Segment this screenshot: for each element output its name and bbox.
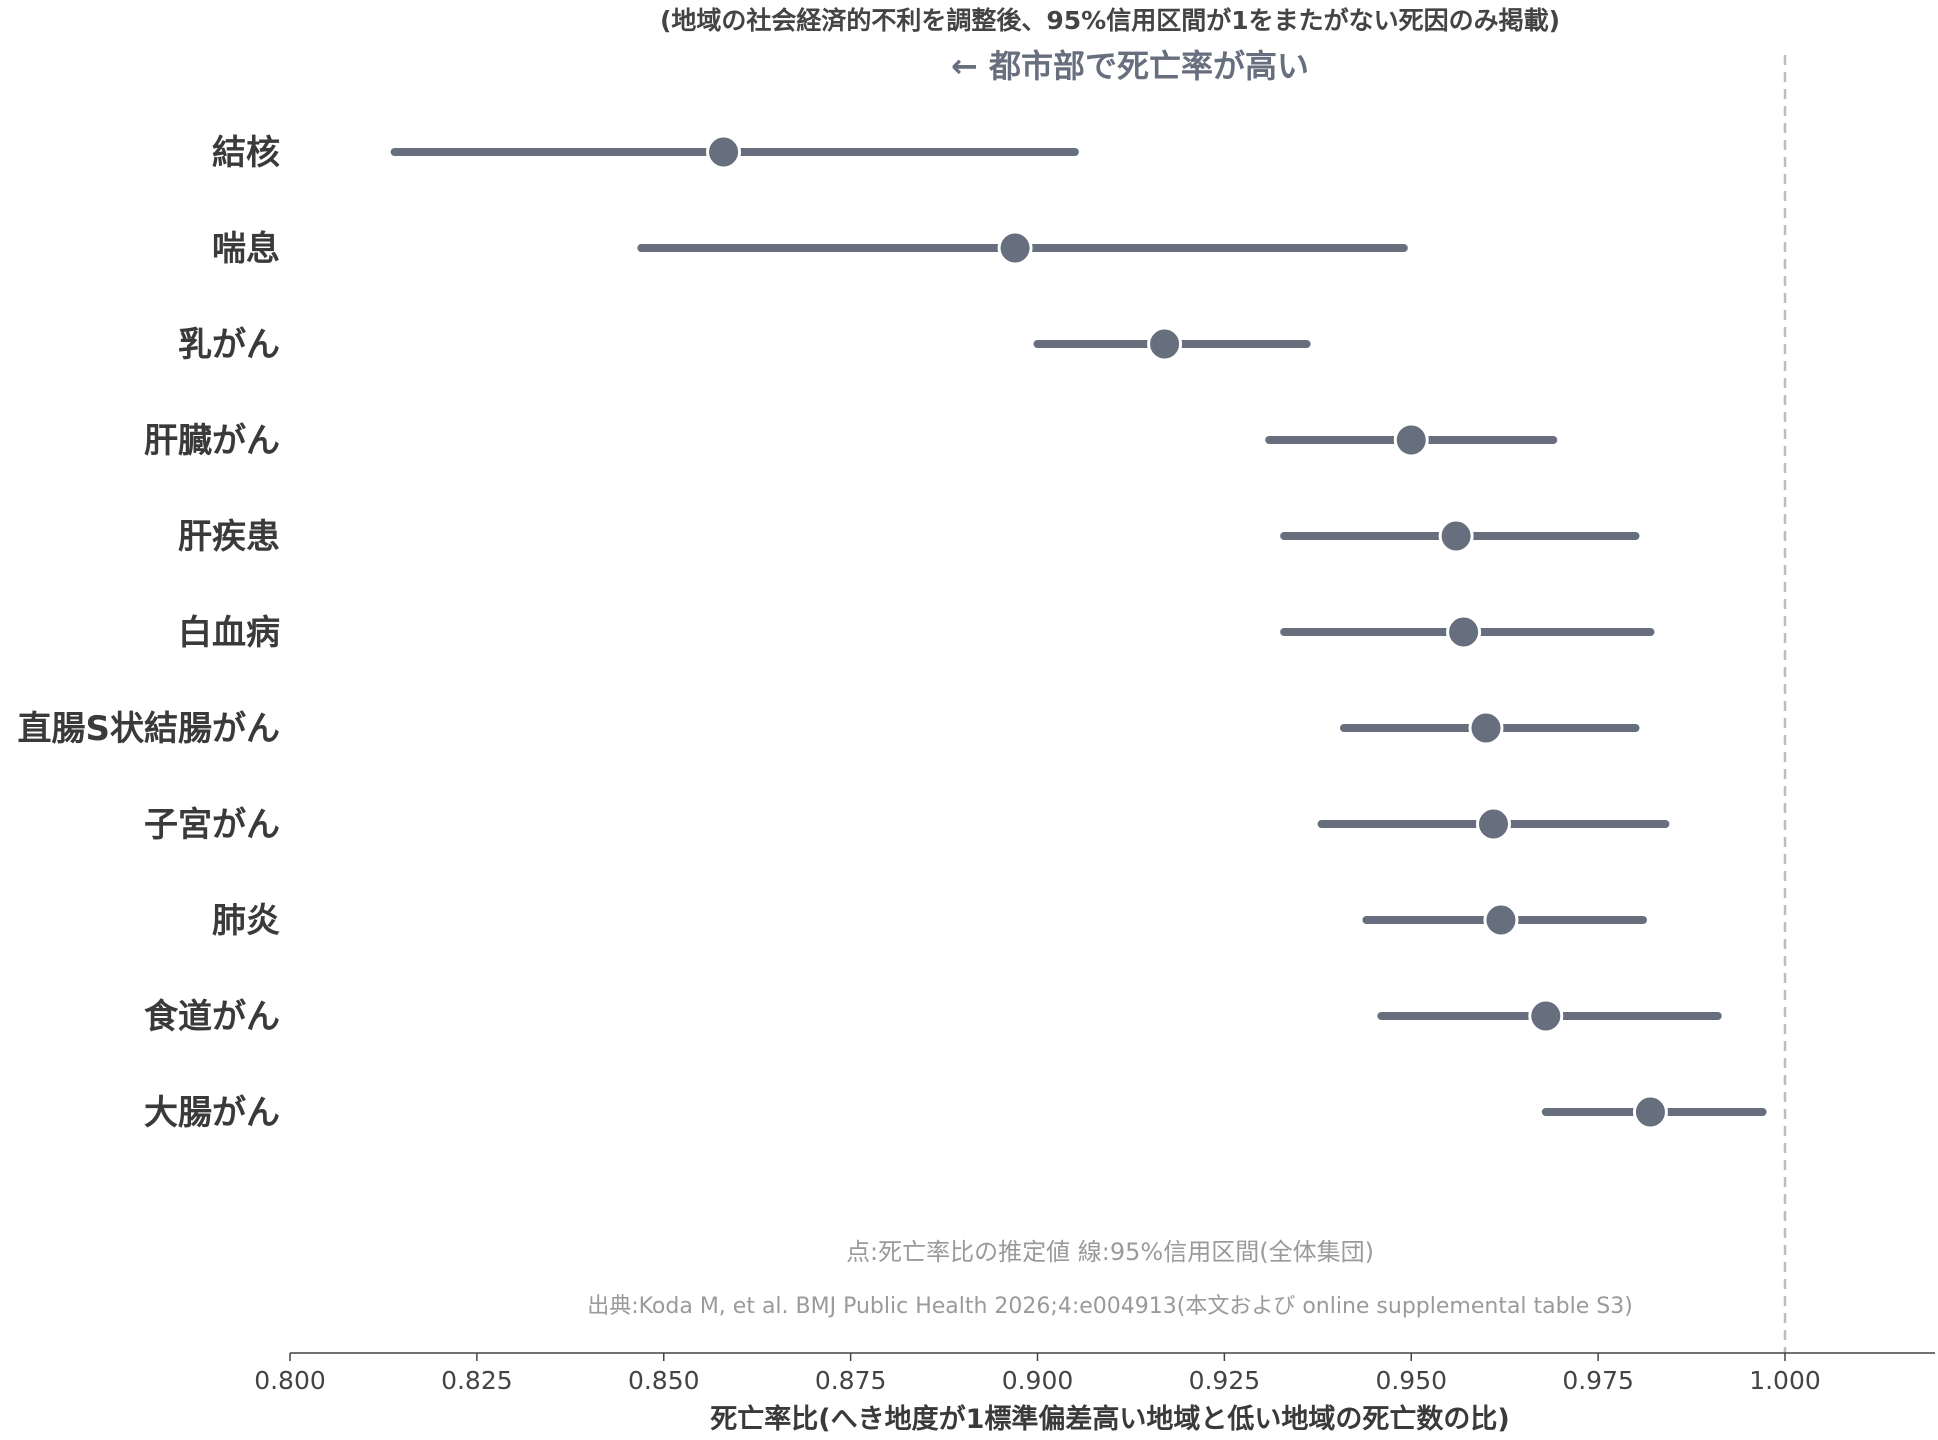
x-tick-label: 0.950	[1375, 1366, 1447, 1395]
x-tick-label: 1.000	[1749, 1366, 1821, 1395]
forest-row: 喘息	[212, 229, 1408, 269]
estimate-point	[706, 134, 742, 170]
row-label: 大腸がん	[144, 1093, 280, 1133]
forest-row: 大腸がん	[144, 1093, 1767, 1133]
forest-row: 子宮がん	[144, 805, 1670, 845]
source-note: 出典:Koda M, et al. BMJ Public Health 2026…	[587, 1294, 1633, 1319]
x-axis-label: 死亡率比(へき地度が1標準偏差高い地域と低い地域の死亡数の比)	[710, 1403, 1509, 1435]
forest-row: 食道がん	[144, 997, 1722, 1037]
row-label: 乳がん	[178, 325, 280, 365]
row-label: 白血病	[178, 613, 280, 653]
x-tick-label: 0.975	[1562, 1366, 1634, 1395]
x-tick-label: 0.925	[1189, 1366, 1261, 1395]
estimate-point	[1468, 710, 1504, 746]
estimate-point	[1475, 806, 1511, 842]
estimate-point	[1446, 614, 1482, 650]
estimate-point	[1528, 998, 1564, 1034]
x-tick-label: 0.850	[628, 1366, 700, 1395]
forest-row: 結核	[212, 133, 1079, 173]
row-label: 喘息	[212, 229, 280, 269]
legend-note: 点:死亡率比の推定値 線:95%信用区間(全体集団)	[846, 1238, 1374, 1266]
x-tick-label: 0.875	[815, 1366, 887, 1395]
estimate-point	[997, 230, 1033, 266]
row-label: 食道がん	[144, 997, 280, 1037]
row-label: 肝臓がん	[144, 421, 280, 461]
forest-row: 肝臓がん	[144, 421, 1558, 461]
direction-label: ← 都市部で死亡率が高い	[951, 47, 1309, 85]
forest-row: 白血病	[178, 613, 1655, 653]
row-label: 肺炎	[212, 901, 280, 941]
row-label: 子宮がん	[144, 805, 280, 845]
forest-row: 乳がん	[178, 325, 1311, 365]
chart-subtitle: (地域の社会経済的不利を調整後、95%信用区間が1をまたがない死因のみ掲載)	[660, 6, 1560, 35]
x-tick-label: 0.800	[254, 1366, 326, 1395]
estimate-point	[1438, 518, 1474, 554]
estimate-point	[1147, 326, 1183, 362]
row-label: 結核	[212, 133, 280, 173]
x-axis: 0.800 0.825 0.850 0.875 0.900 0.925 0.950 0.975…	[254, 1352, 1935, 1395]
forest-row: 肺炎	[212, 901, 1647, 941]
estimate-point	[1632, 1094, 1668, 1130]
forest-row: 直腸S状結腸がん	[18, 709, 1640, 749]
x-tick-label: 0.825	[441, 1366, 513, 1395]
estimate-point	[1483, 902, 1519, 938]
x-tick-label: 0.900	[1002, 1366, 1074, 1395]
row-label: 直腸S状結腸がん	[18, 709, 281, 749]
row-label: 肝疾患	[178, 517, 280, 557]
estimate-point	[1393, 422, 1429, 458]
forest-row: 肝疾患	[178, 517, 1640, 557]
